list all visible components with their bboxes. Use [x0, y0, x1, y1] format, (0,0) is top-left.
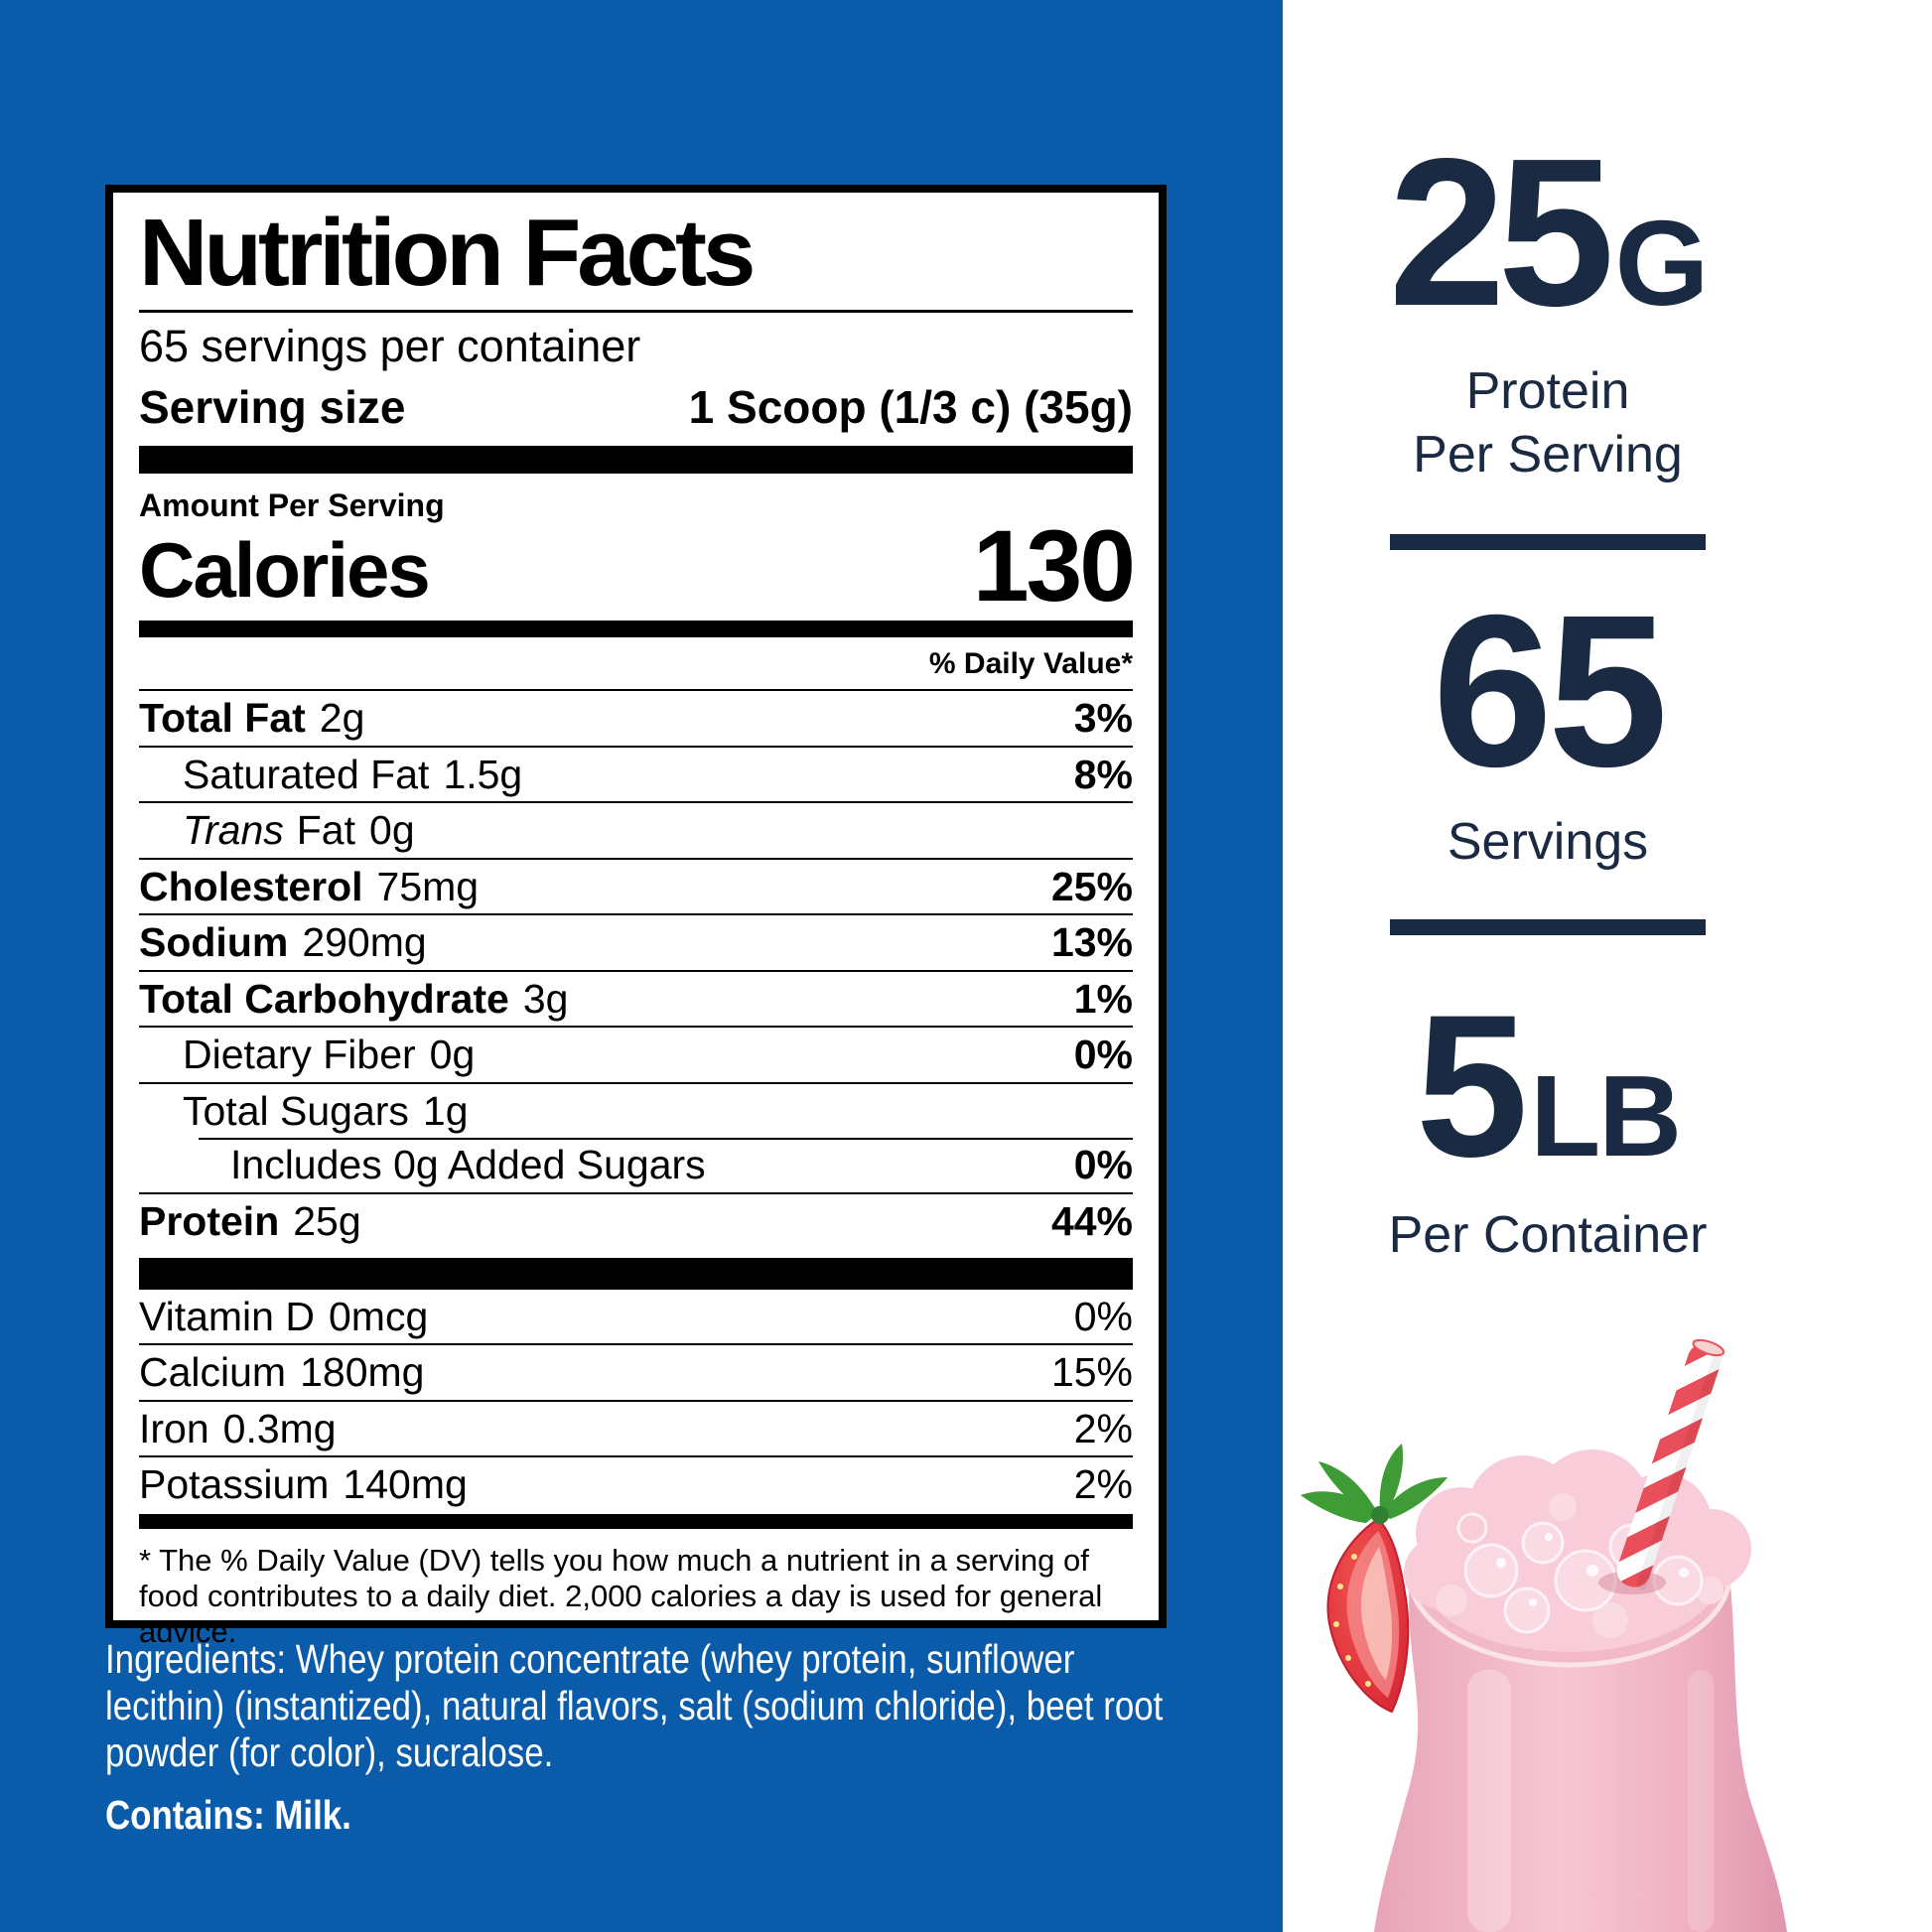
- weight-unit: LB: [1530, 1051, 1682, 1180]
- row-saturated-fat: Saturated Fat 1.5g 8%: [139, 745, 1133, 801]
- ingredients-text: Ingredients: Whey protein concentrate (w…: [105, 1636, 1164, 1775]
- divider: [1390, 919, 1706, 935]
- serving-size-value: 1 Scoop (1/3 c) (35g): [688, 380, 1133, 433]
- striped-straw: [1616, 1338, 1725, 1590]
- protein-grams-value: 25: [1388, 114, 1615, 349]
- separator-bar: [139, 1258, 1133, 1291]
- strawberry-garnish: [1301, 1444, 1448, 1714]
- weight-stat: 5 LB: [1415, 973, 1682, 1199]
- stats-column: 25 G Protein Per Serving 65 Servings 5 L…: [1283, 0, 1813, 1267]
- row-total-sugars: Total Sugars 1g: [139, 1081, 1133, 1138]
- row-cholesterol: Cholesterol 75mg 25%: [139, 857, 1133, 913]
- right-panel: 25 G Protein Per Serving 65 Servings 5 L…: [1283, 0, 1932, 1932]
- label-title: Nutrition Facts: [139, 205, 1133, 313]
- allergen-statement: Contains: Milk.: [105, 1792, 351, 1838]
- serving-size-label: Serving size: [139, 380, 406, 433]
- milkshake-image: [1301, 1338, 1787, 1932]
- calories-value: 130: [972, 508, 1136, 622]
- calories-row: Calories 130: [139, 508, 1136, 622]
- weight-value: 5: [1415, 973, 1528, 1199]
- servings-per-container: 65 servings per container: [139, 320, 641, 371]
- daily-value-header: % Daily Value*: [139, 637, 1133, 692]
- serving-size-row: Serving size 1 Scoop (1/3 c) (35g): [139, 380, 1133, 434]
- weight-caption: Per Container: [1388, 1206, 1708, 1264]
- ingredients-block: Ingredients: Whey protein concentrate (w…: [105, 1636, 1194, 1839]
- servings-stat: 65: [1432, 571, 1668, 812]
- row-potassium: Potassium 140mg 2%: [139, 1455, 1133, 1511]
- row-calcium: Calcium 180mg 15%: [139, 1343, 1133, 1399]
- servings-caption: Servings: [1447, 813, 1649, 871]
- micronutrient-rows: Vitamin D 0mcg 0% Calcium 180mg 15% Iron…: [139, 1290, 1133, 1512]
- row-vitamin-d: Vitamin D 0mcg 0%: [139, 1294, 1133, 1340]
- separator-bar: [139, 621, 1133, 638]
- row-total-carbohydrate: Total Carbohydrate 3g 1%: [139, 969, 1133, 1026]
- nutrient-rows: Total Fat 2g 3% Saturated Fat 1.5g 8% Tr…: [139, 691, 1133, 1248]
- divider: [1390, 534, 1706, 550]
- protein-grams-unit: G: [1614, 196, 1709, 331]
- row-added-sugars: Includes 0g Added Sugars 0%: [139, 1138, 1133, 1191]
- row-protein: Protein 25g 44%: [139, 1191, 1133, 1248]
- row-trans-fat: Trans Fat 0g: [139, 801, 1133, 857]
- protein-stat: 25 G: [1388, 114, 1710, 349]
- strawberry-leaves: [1301, 1444, 1448, 1524]
- nutrition-facts-label: Nutrition Facts 65 servings per containe…: [105, 185, 1167, 1649]
- row-total-fat: Total Fat 2g 3%: [139, 695, 1133, 742]
- separator-bar: [139, 445, 1133, 474]
- row-dietary-fiber: Dietary Fiber 0g 0%: [139, 1026, 1133, 1081]
- protein-caption: Protein Per Serving: [1413, 362, 1683, 483]
- amount-per-serving: Amount Per Serving: [139, 486, 445, 523]
- row-iron: Iron 0.3mg 2%: [139, 1399, 1133, 1455]
- calories-label: Calories: [139, 525, 431, 614]
- separator-bar: [139, 1513, 1133, 1529]
- daily-value-footnote: * The % Daily Value (DV) tells you how m…: [139, 1542, 1103, 1649]
- row-sodium: Sodium 290mg 13%: [139, 913, 1133, 969]
